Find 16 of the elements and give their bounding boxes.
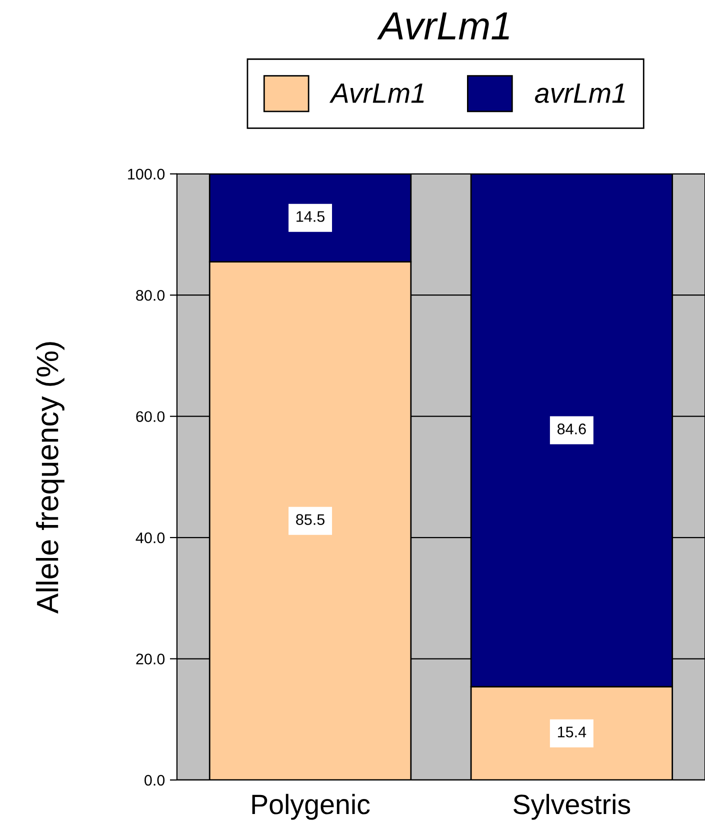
legend-label: AvrLm1 <box>329 84 424 103</box>
y-tick-label: 20.0 <box>136 654 165 664</box>
data-label: 15.4 <box>558 726 586 738</box>
y-tick-label: 60.0 <box>136 411 165 422</box>
legend-label: avrLm1 <box>534 84 625 104</box>
x-tick-label: Polygenic <box>252 794 370 820</box>
y-axis-title: Allele frequency (%) <box>36 342 64 614</box>
y-tick-label: 0.0 <box>144 774 165 786</box>
data-label: 14.5 <box>296 211 324 222</box>
y-tick-label: 80.0 <box>136 290 165 301</box>
chart-title: AvrLm1 <box>376 12 509 40</box>
data-label: 85.5 <box>296 514 324 525</box>
x-tick-label: Sylvestris <box>514 794 630 820</box>
y-tick-label: 100.0 <box>128 168 165 180</box>
y-tick-label: 40.0 <box>136 532 165 544</box>
data-label: 84.6 <box>557 424 586 434</box>
